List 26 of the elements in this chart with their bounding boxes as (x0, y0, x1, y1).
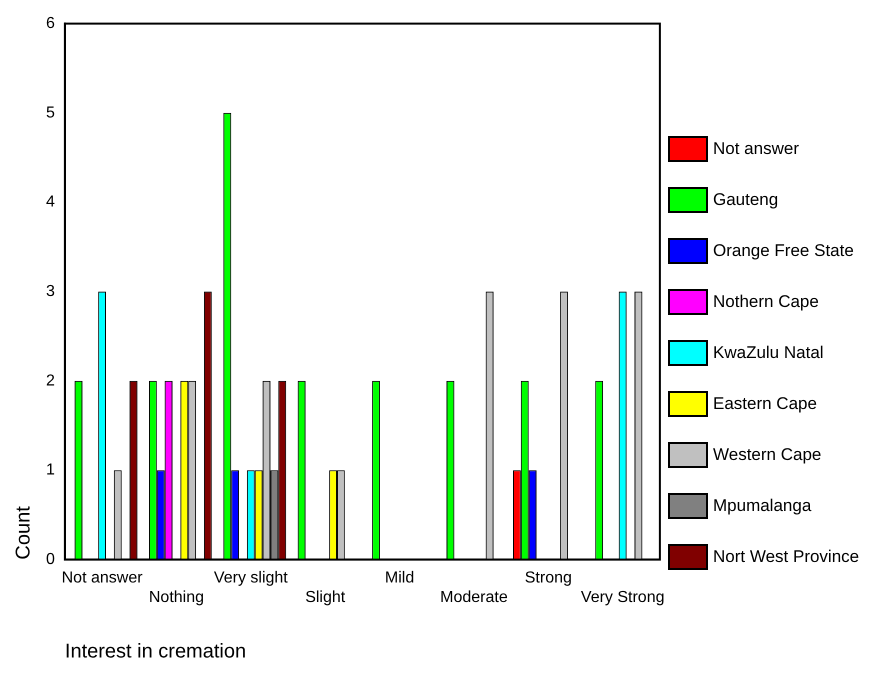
y-tick-label: 6 (46, 15, 55, 32)
x-tick-label: Mild (384, 570, 414, 587)
legend-label: KwaZulu Natal (713, 343, 824, 363)
y-tick-label: 4 (46, 194, 55, 211)
legend-label: Not answer (713, 139, 799, 159)
y-axis-title: Count (12, 506, 35, 560)
legend-label: Eastern Cape (713, 394, 817, 414)
legend-label: Nort West Province (713, 547, 860, 567)
y-tick-label: 1 (46, 462, 55, 479)
x-tick-label: Moderate (440, 588, 508, 606)
x-axis-title: Interest in cremation (64, 640, 246, 663)
x-tick-label: Not answer (62, 570, 144, 587)
x-tick-label: Very Strong (580, 588, 665, 606)
legend-label: Mpumalanga (713, 496, 812, 516)
legend-label: Western Cape (713, 445, 822, 465)
y-tick-label: 0 (46, 551, 55, 568)
y-tick-label: 2 (46, 372, 55, 390)
x-tick-label: Slight (305, 588, 346, 606)
x-tick-label: Strong (524, 570, 572, 587)
y-tick-label: 3 (46, 283, 55, 300)
x-tick-label: Very slight (214, 570, 288, 587)
legend-label: Gauteng (713, 190, 778, 210)
legend-label: Nothern Cape (713, 292, 819, 312)
x-tick-label: Nothing (148, 588, 204, 606)
y-tick-label: 5 (46, 104, 55, 122)
legend-label: Orange Free State (713, 241, 854, 261)
